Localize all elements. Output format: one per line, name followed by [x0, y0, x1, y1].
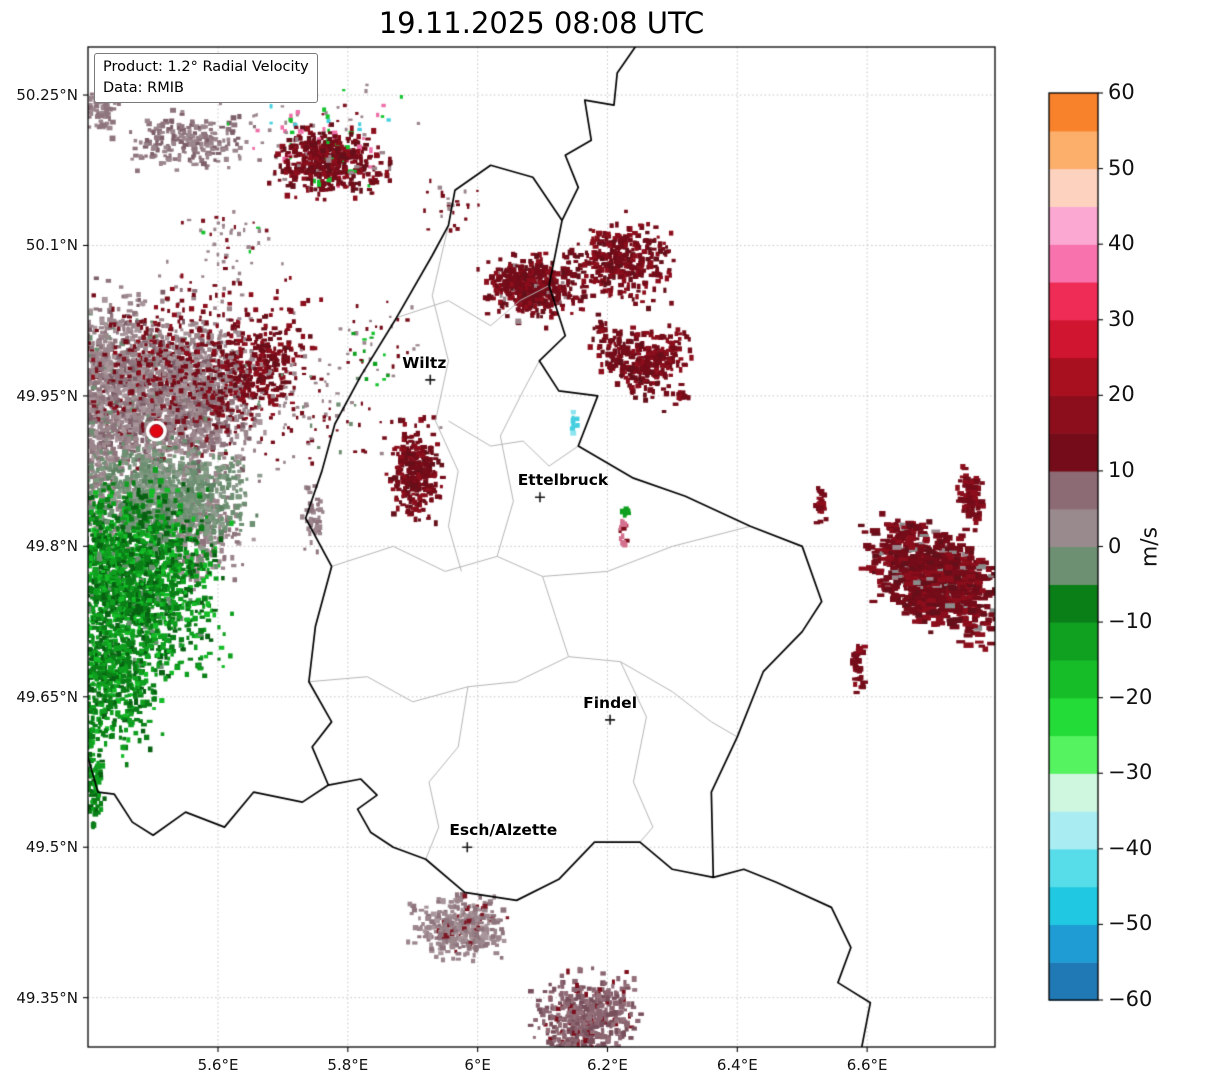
colorbar-tick-label: −10: [1108, 609, 1153, 634]
colorbar-tick-label: 10: [1108, 457, 1135, 482]
product-annotation-box: Product: 1.2° Radial Velocity Data: RMIB: [94, 53, 318, 104]
colorbar-tick-label: −60: [1108, 987, 1153, 1011]
city-label: Wiltz: [402, 353, 447, 372]
figure-title: 19.11.2025 08:08 UTC: [378, 6, 705, 40]
colorbar-tick-label: 0: [1108, 533, 1122, 558]
city-label: Esch/Alzette: [449, 821, 558, 840]
colorbar-tick-label: 60: [1108, 80, 1135, 104]
x-tick-label: 5.8°E: [327, 1056, 369, 1074]
y-tick-label: 49.65°N: [16, 687, 78, 706]
y-tick-label: 49.35°N: [16, 988, 78, 1007]
colorbar-tick-label: 20: [1108, 382, 1135, 407]
city-label: Findel: [583, 693, 638, 712]
x-tick-label: 6.4°E: [716, 1056, 758, 1074]
colorbar-tick-label: 40: [1108, 231, 1135, 256]
x-tick-label: 6.6°E: [846, 1056, 888, 1074]
y-tick-label: 49.5°N: [25, 838, 78, 857]
y-tick-label: 50.25°N: [16, 86, 78, 105]
x-tick-label: 6.2°E: [587, 1056, 628, 1074]
colorbar-tick-label: 50: [1108, 155, 1135, 180]
colorbar-tick-label: −50: [1108, 911, 1153, 936]
annotation-product-line: Product: 1.2° Radial Velocity: [103, 59, 309, 75]
x-tick-label: 5.6°E: [197, 1056, 239, 1074]
colorbar-tick-label: 30: [1108, 306, 1135, 331]
annotation-data-line: Data: RMIB: [103, 79, 184, 96]
x-tick-label: 6°E: [464, 1056, 491, 1074]
city-label: Ettelbruck: [517, 471, 609, 490]
y-tick-label: 49.95°N: [16, 386, 78, 405]
colorbar-tick-label: −20: [1108, 684, 1153, 709]
colorbar-unit-label: m/s: [1137, 526, 1163, 568]
colorbar-tick-label: −40: [1108, 835, 1153, 860]
colorbar-tick-label: −30: [1108, 760, 1153, 785]
y-tick-label: 49.8°N: [25, 537, 78, 556]
y-tick-label: 50.1°N: [25, 236, 78, 255]
